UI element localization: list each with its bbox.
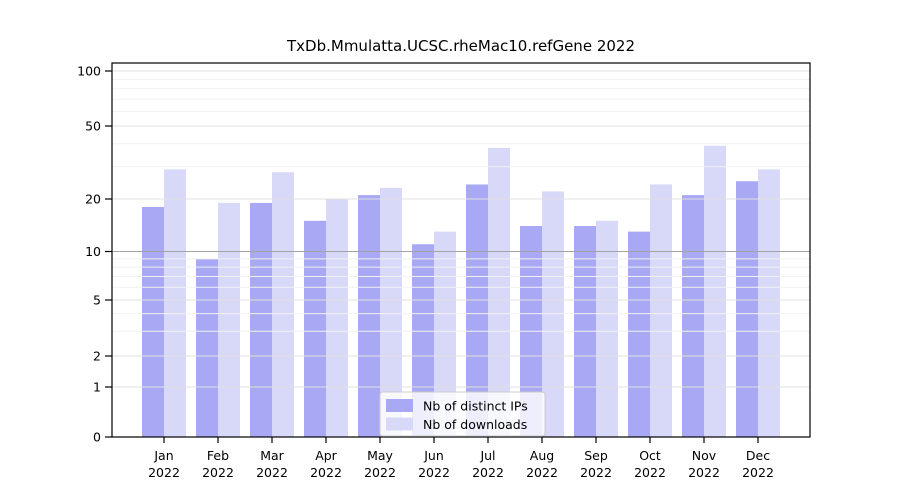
legend-label-downloads: Nb of downloads [423,417,527,432]
legend-swatch-downloads [386,417,413,431]
x-tick-label-year: 2022 [580,465,612,480]
x-tick-label-year: 2022 [202,465,234,480]
x-tick-label-month: Aug [530,448,554,463]
bar-downloads-mar [272,172,294,437]
bar-downloads-sep [596,220,618,437]
bar-distinct-ips-dec [736,181,758,437]
x-tick-label-year: 2022 [634,465,666,480]
y-tick-label: 20 [85,192,101,207]
bar-distinct-ips-feb [196,258,218,437]
bar-downloads-jun [434,231,456,437]
gridlines [112,70,810,388]
y-tick-label: 10 [85,244,101,259]
x-tick-label-year: 2022 [688,465,720,480]
x-tick-label-year: 2022 [526,465,558,480]
bar-downloads-apr [326,199,348,437]
x-tick-label-year: 2022 [364,465,396,480]
y-tick-label: 0 [93,430,101,445]
x-tick-label-year: 2022 [148,465,180,480]
x-tick-label-month: Dec [746,448,770,463]
bar-downloads-jul [488,147,510,437]
x-tick-label-month: Jan [153,448,173,463]
y-tick-label: 50 [85,119,101,134]
bar-downloads-nov [704,145,726,437]
bar-downloads-feb [218,202,240,437]
x-tick-label-month: Jun [423,448,444,463]
y-tick-label: 100 [77,64,101,79]
bar-distinct-ips-nov [682,195,704,437]
x-tick-label-month: Jul [479,448,495,463]
bar-downloads-dec [758,169,780,437]
bar-distinct-ips-apr [304,220,326,437]
y-tick-label: 2 [93,349,101,364]
legend-swatch-distinct-ips [386,399,413,412]
legend: Nb of distinct IPs Nb of downloads [379,391,546,437]
x-tick-label-month: Nov [692,448,717,463]
bar-distinct-ips-may [358,195,380,437]
bar-downloads-aug [542,191,564,437]
x-tick-label-month: Apr [315,448,337,463]
x-tick-label-year: 2022 [472,465,504,480]
bar-distinct-ips-jul [466,184,488,437]
legend-box [379,391,546,437]
x-tick-label-month: Sep [584,448,608,463]
x-tick-label-year: 2022 [418,465,450,480]
bar-downloads-jan [164,169,186,437]
x-tick-label-month: Mar [260,448,284,463]
bar-distinct-ips-jun [412,244,434,437]
bar-distinct-ips-mar [250,202,272,437]
legend-label-distinct-ips: Nb of distinct IPs [423,399,528,414]
y-tick-label: 5 [93,293,101,308]
bar-downloads-oct [650,184,672,437]
x-axis: Jan 2022 Feb 2022 Mar 2022 Apr 2022 May 2022 Jun 20… [148,437,774,480]
x-tick-label-month: May [367,448,393,463]
x-tick-label-year: 2022 [256,465,288,480]
x-tick-label-month: Feb [207,448,229,463]
x-tick-label-year: 2022 [310,465,342,480]
x-tick-label-year: 2022 [742,465,774,480]
chart-title: TxDb.Mmulatta.UCSC.rheMac10.refGene 2022 [286,37,635,55]
bar-downloads-may [380,187,402,437]
bar-distinct-ips-jan [142,206,164,437]
plot-border [111,62,811,438]
y-tick-label: 1 [93,380,101,395]
bar-distinct-ips-oct [628,231,650,437]
x-tick-label-month: Oct [639,448,661,463]
y-axis: 0 1 2 5 10 20 50 100 [77,64,112,445]
